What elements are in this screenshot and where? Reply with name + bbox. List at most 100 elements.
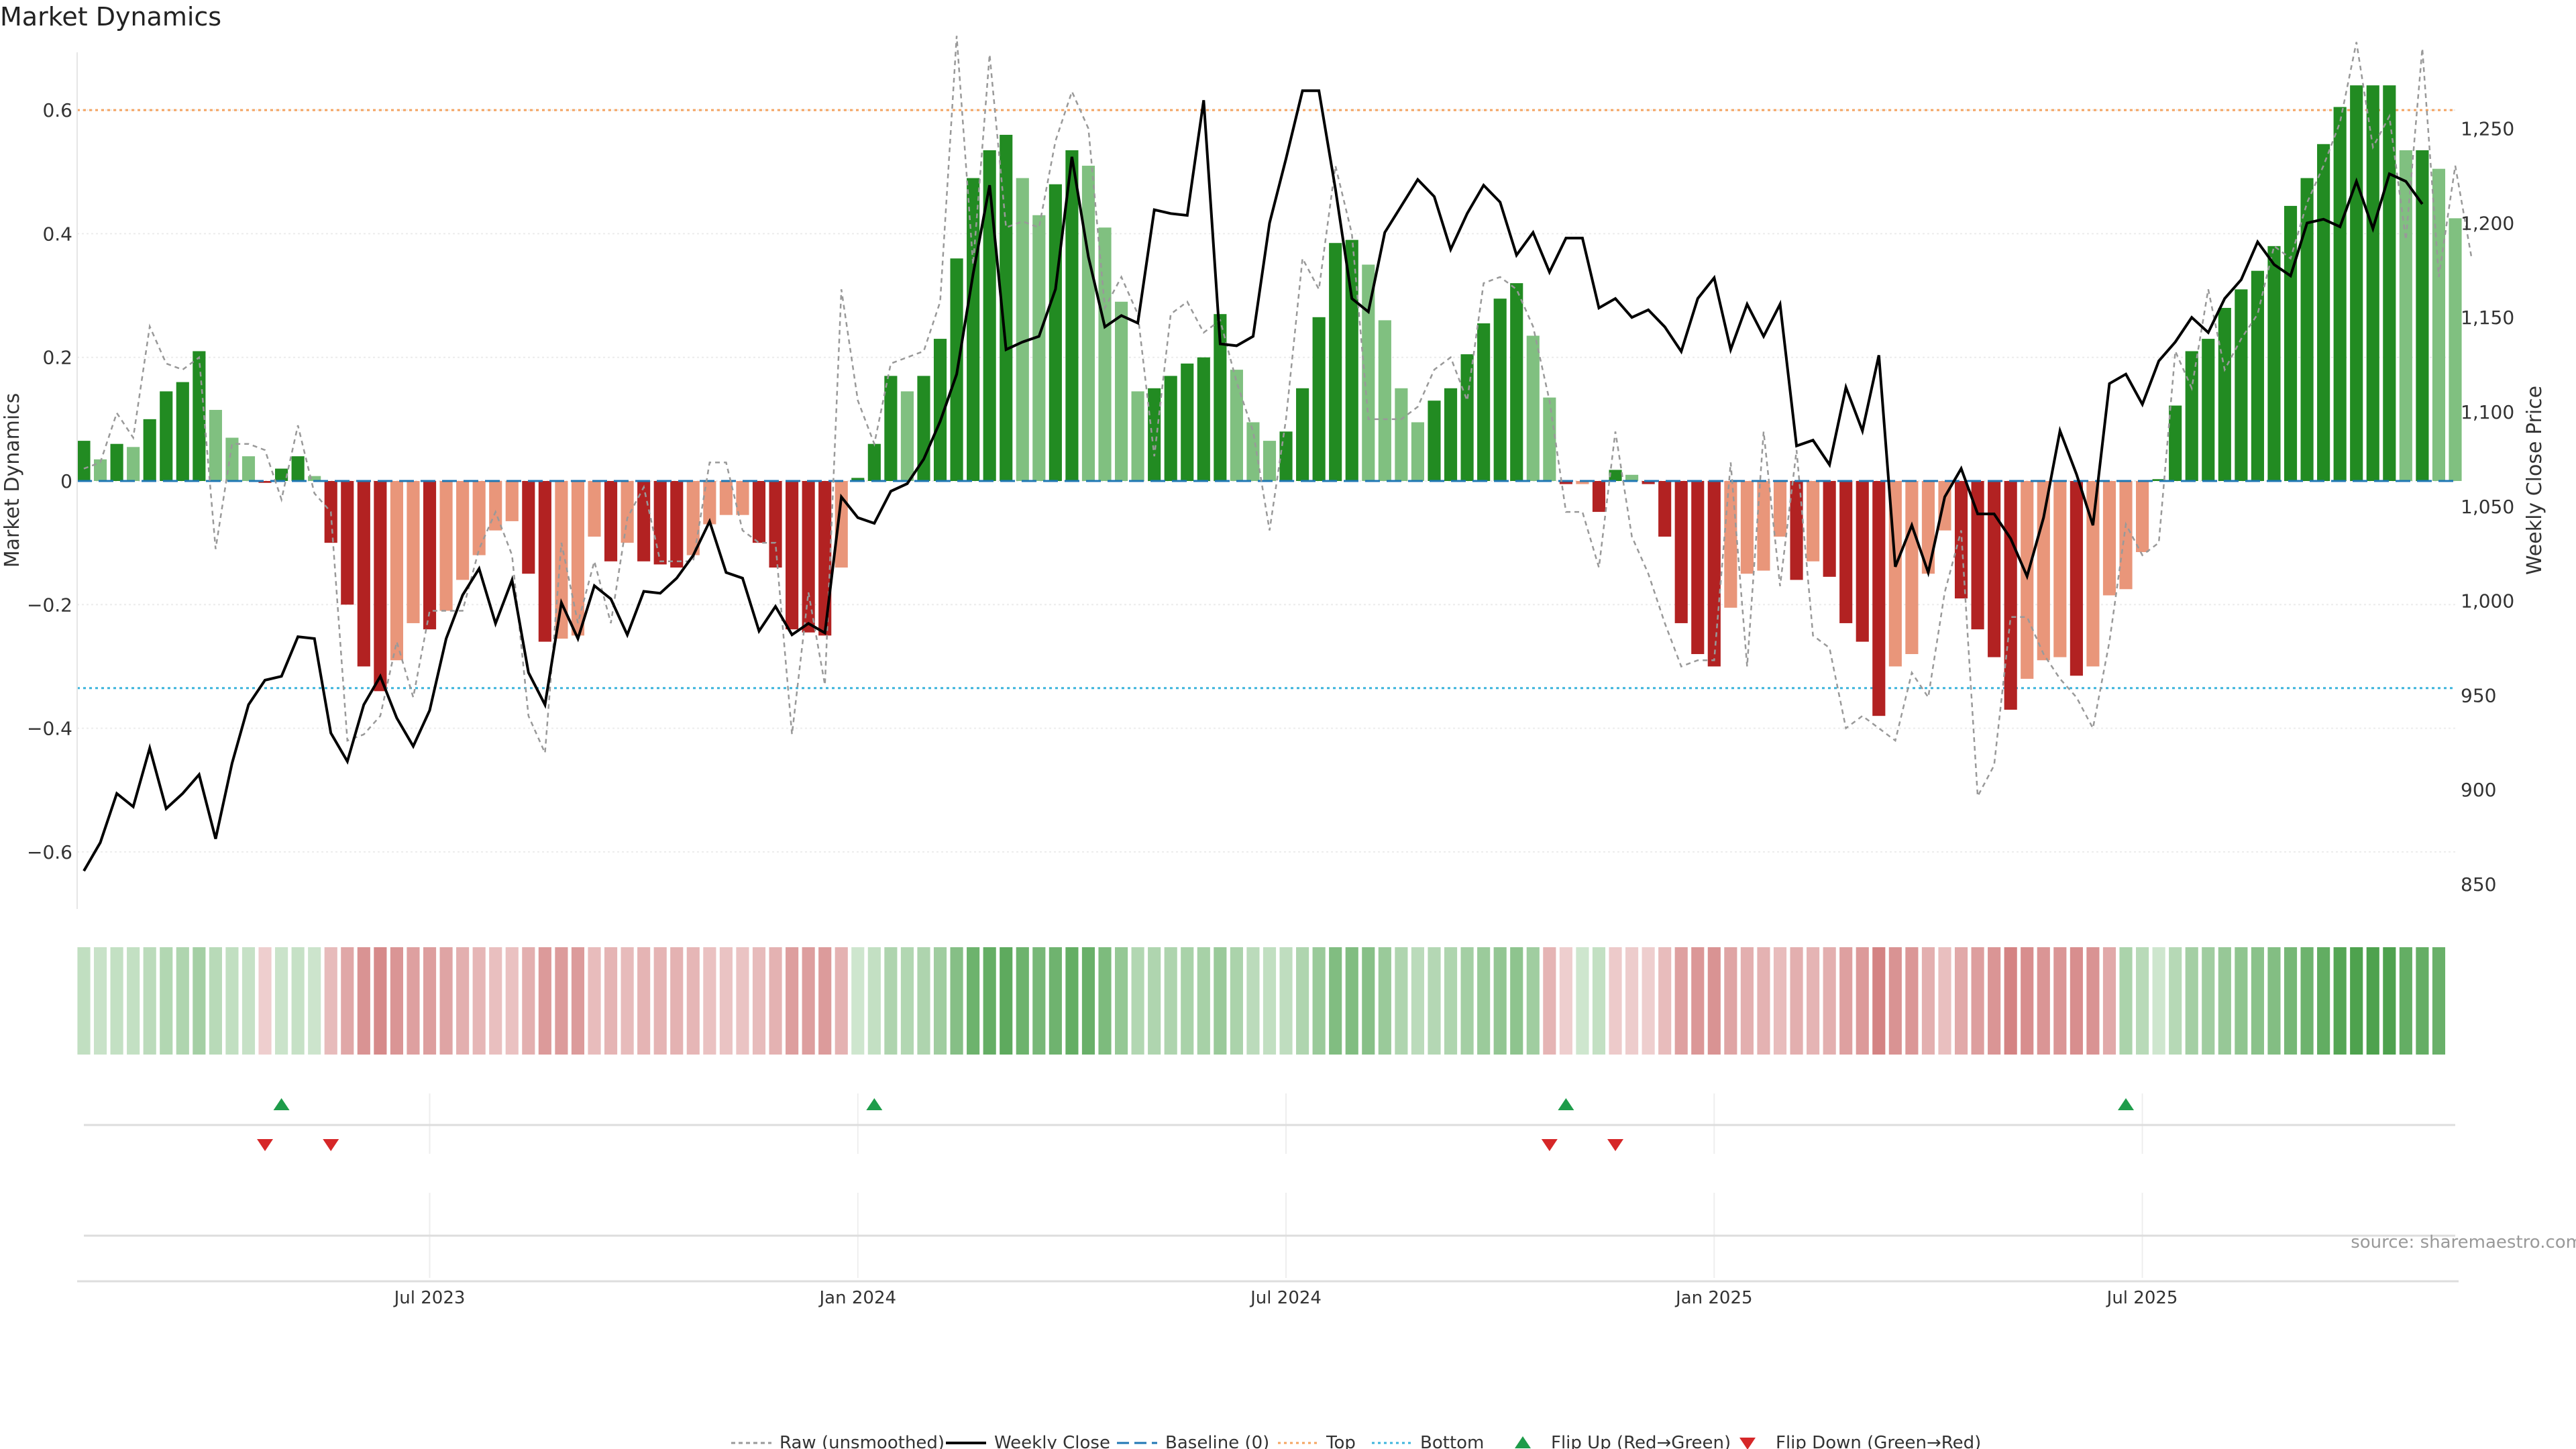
dynamics-bar xyxy=(1526,335,1540,481)
dynamics-bar xyxy=(275,468,288,481)
dynamics-bar xyxy=(2399,150,2412,481)
dynamics-bar xyxy=(900,391,914,481)
y-right-tick-label: 900 xyxy=(2461,779,2496,801)
regime-cell xyxy=(2300,947,2314,1055)
dynamics-bar xyxy=(1131,391,1144,481)
dynamics-bar xyxy=(143,419,156,481)
regime-cell xyxy=(2202,947,2215,1055)
dynamics-bar xyxy=(555,481,568,639)
x-axis-ticks: Jul 2023 Jan 2024 Jul 2024 Jan 2025 Jul 2025 xyxy=(393,1288,2178,1308)
regime-cell xyxy=(258,947,272,1055)
x-tick-label: Jan 2024 xyxy=(818,1288,897,1308)
dynamics-bar xyxy=(1872,481,1886,716)
regime-cell xyxy=(324,947,337,1055)
dynamics-bar xyxy=(1460,354,1474,481)
regime-cell xyxy=(93,947,107,1055)
regime-cell xyxy=(2399,947,2412,1055)
regime-cell xyxy=(637,947,651,1055)
dynamics-bar xyxy=(390,481,403,661)
regime-cell xyxy=(2185,947,2198,1055)
regime-cell xyxy=(1576,947,1589,1055)
dynamics-bar xyxy=(1197,357,1210,481)
dynamics-bar xyxy=(1000,134,1013,481)
weekly-close-line xyxy=(83,89,2424,872)
regime-cell xyxy=(341,947,354,1055)
dynamics-bar xyxy=(1214,314,1227,481)
y-tick-label: −0.6 xyxy=(27,841,72,863)
regime-cell xyxy=(2235,947,2248,1055)
dynamics-bar xyxy=(786,481,799,630)
y-axis-right-ticks: 1,250 1,200 1,150 1,100 1,050 1,000 950 900 850 xyxy=(2461,118,2514,896)
dynamics-bar xyxy=(1016,178,1029,481)
dynamics-bar xyxy=(686,481,700,555)
regime-cell xyxy=(1065,947,1079,1055)
dynamics-bar xyxy=(1164,376,1177,481)
dynamics-bar xyxy=(2086,481,2100,667)
dynamics-bar xyxy=(653,481,667,565)
dynamics-bar xyxy=(2416,150,2429,481)
regime-cell xyxy=(2169,947,2182,1055)
regime-cell xyxy=(1724,947,1737,1055)
regime-cell xyxy=(950,947,963,1055)
regime-cell xyxy=(1839,947,1853,1055)
regime-cell xyxy=(1000,947,1013,1055)
dynamics-bar xyxy=(456,481,470,580)
dynamics-bar xyxy=(258,481,272,483)
regime-cell xyxy=(1279,947,1293,1055)
dynamics-bar xyxy=(308,476,321,481)
dynamics-bar xyxy=(1592,481,1606,513)
dynamics-bar xyxy=(2235,289,2248,481)
regime-cell xyxy=(1098,947,1112,1055)
regime-cell xyxy=(2416,947,2429,1055)
dynamics-bar xyxy=(933,339,947,481)
regime-cell xyxy=(2251,947,2264,1055)
flip-up-marker xyxy=(866,1098,883,1110)
dynamics-bar xyxy=(670,481,684,568)
dynamics-bar xyxy=(1790,481,1803,580)
regime-cell xyxy=(653,947,667,1055)
dynamics-bar xyxy=(703,481,716,525)
legend-label: Raw (unsmoothed) xyxy=(780,1433,945,1449)
regime-cell xyxy=(2284,947,2298,1055)
regime-cell xyxy=(1592,947,1606,1055)
regime-cell xyxy=(835,947,848,1055)
y-right-tick-label: 850 xyxy=(2461,873,2496,896)
flip-down-marker xyxy=(1541,1139,1558,1151)
dynamics-bar xyxy=(1807,481,1820,561)
regime-cell xyxy=(802,947,815,1055)
regime-cell xyxy=(143,947,156,1055)
regime-cell xyxy=(1444,947,1458,1055)
regime-cell xyxy=(1411,947,1425,1055)
dynamics-bar xyxy=(719,481,733,515)
dynamics-bar xyxy=(1362,264,1375,481)
dynamics-bar xyxy=(241,456,256,481)
dynamics-bar xyxy=(2119,481,2133,590)
regime-cell xyxy=(1971,947,1984,1055)
regime-cell xyxy=(1329,947,1342,1055)
dynamics-bar xyxy=(637,481,651,561)
dynamics-bar xyxy=(1856,481,1869,642)
y-axis-label-right: Weekly Close Price xyxy=(2523,386,2546,575)
dynamics-bar xyxy=(225,437,239,481)
regime-cell xyxy=(77,947,91,1055)
y-tick-label: −0.4 xyxy=(27,718,72,740)
dynamics-bar xyxy=(983,150,996,481)
regime-cell xyxy=(1938,947,1951,1055)
y-right-tick-label: 1,250 xyxy=(2461,118,2514,140)
legend: Raw (unsmoothed) Weekly Close Baseline (0)… xyxy=(731,1433,1981,1449)
dynamics-bar xyxy=(1181,363,1194,481)
dynamics-bar xyxy=(2432,168,2446,481)
regime-cell xyxy=(1493,947,1507,1055)
regime-cell xyxy=(1477,947,1491,1055)
dynamics-bar xyxy=(1098,227,1112,481)
chart-title: Market Dynamics xyxy=(0,2,221,32)
legend-label: Baseline (0) xyxy=(1165,1433,1269,1449)
regime-cell xyxy=(1526,947,1540,1055)
dynamics-bar xyxy=(291,456,305,481)
dynamics-bar xyxy=(505,481,519,521)
regime-cell xyxy=(160,947,173,1055)
dynamics-bar xyxy=(2333,107,2347,481)
dynamics-bar xyxy=(571,481,585,636)
dynamics-bar xyxy=(1921,481,1935,574)
regime-cell xyxy=(933,947,947,1055)
